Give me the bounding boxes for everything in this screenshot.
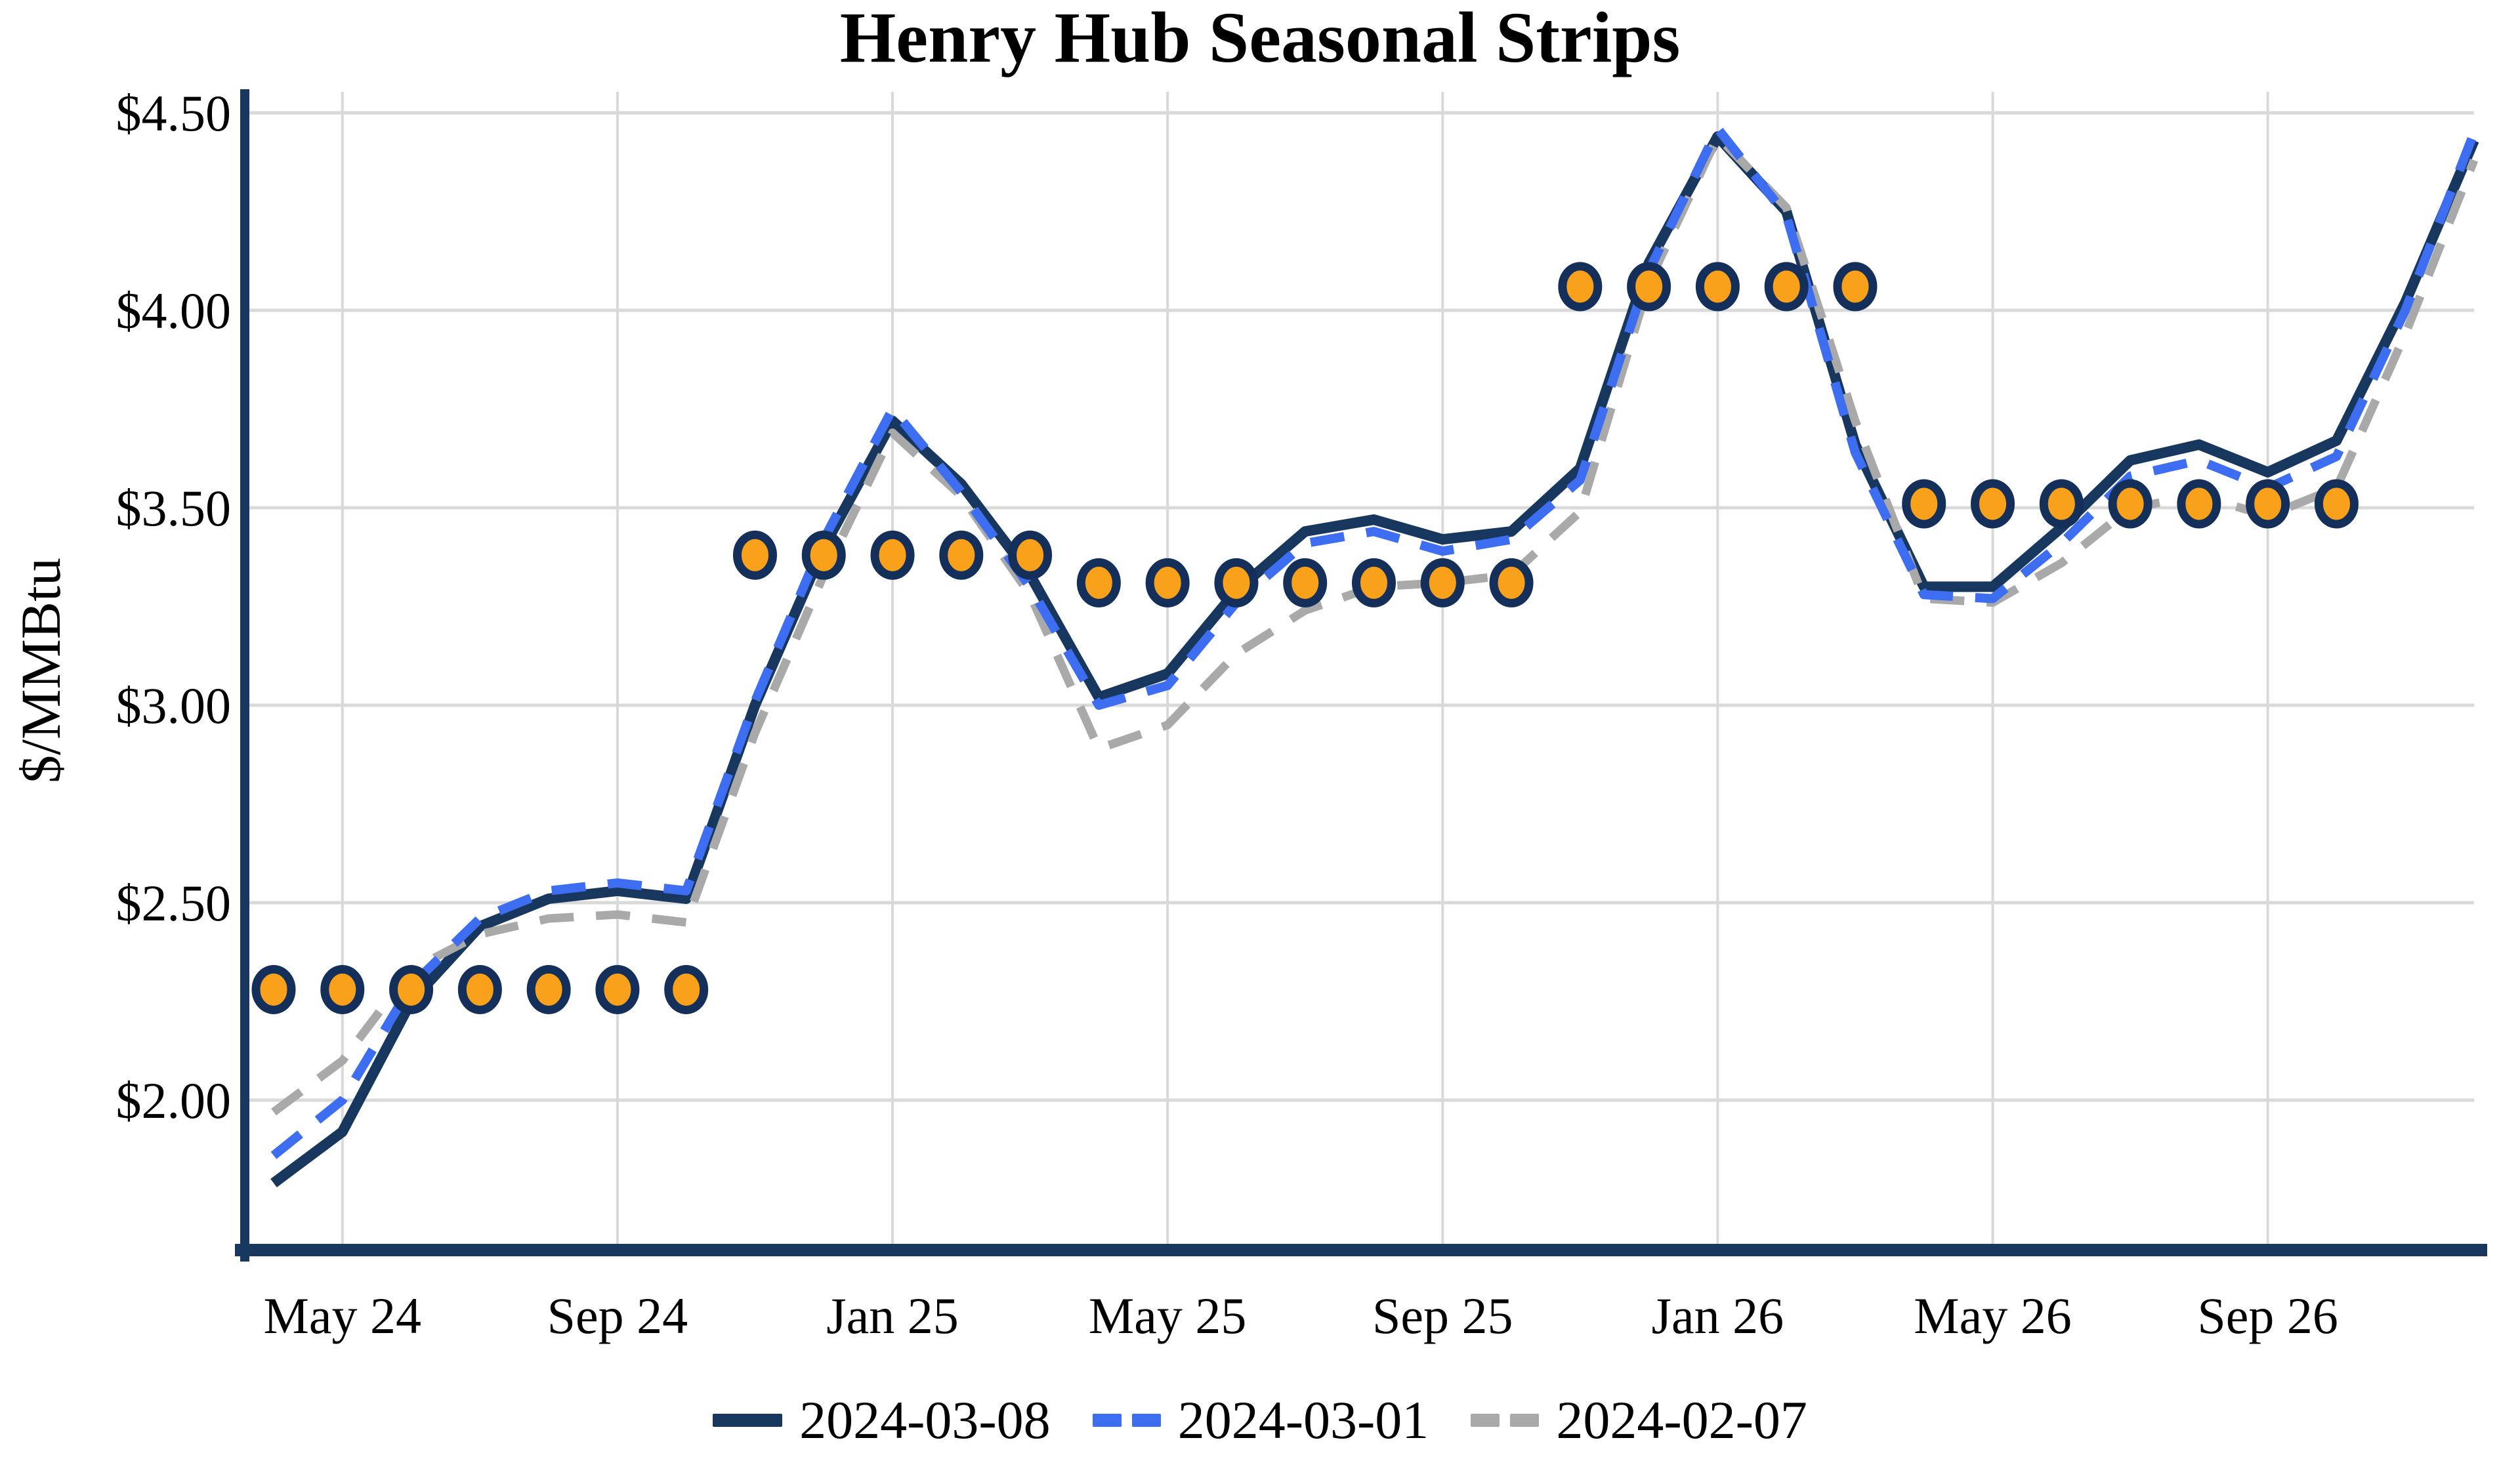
series-line-2024-02-07 xyxy=(271,132,2479,1116)
strip-marker xyxy=(1352,558,1396,607)
series-line-2024-03-08 xyxy=(270,131,2479,1187)
y-tick-label: $3.00 xyxy=(116,677,232,734)
strip-marker xyxy=(320,964,365,1014)
strip-marker xyxy=(251,964,296,1014)
strip-marker xyxy=(1627,262,1671,312)
strip-marker xyxy=(1971,479,2015,529)
x-tick-label: Sep 26 xyxy=(2197,1287,2338,1344)
y-tick-label: $2.00 xyxy=(116,1072,232,1129)
strip-marker xyxy=(1695,262,1740,312)
strip-marker xyxy=(870,530,915,580)
strip-marker xyxy=(2177,479,2221,529)
y-tick-label: $3.50 xyxy=(116,480,232,537)
x-tick-label: May 24 xyxy=(264,1287,421,1344)
strip-marker xyxy=(526,964,571,1014)
strip-marker xyxy=(1558,262,1603,312)
strip-marker xyxy=(1008,530,1053,580)
strip-marker xyxy=(1902,479,1946,529)
strip-marker xyxy=(2246,479,2290,529)
x-tick-label: Sep 24 xyxy=(547,1287,688,1344)
legend-item-2024-02-07: 2024-02-07 xyxy=(1471,1389,1807,1451)
x-tick-label: May 25 xyxy=(1089,1287,1246,1344)
x-tick-label: Jan 26 xyxy=(1652,1287,1784,1344)
strip-marker xyxy=(2039,479,2084,529)
y-tick-label: $2.50 xyxy=(116,874,232,932)
strip-marker xyxy=(2108,479,2152,529)
strip-marker xyxy=(801,530,846,580)
chart-title: Henry Hub Seasonal Strips xyxy=(839,0,1681,77)
strip-marker xyxy=(1833,262,1878,312)
strip-marker xyxy=(1283,558,1328,607)
strip-marker xyxy=(1214,558,1259,607)
legend-item-2024-03-01: 2024-03-01 xyxy=(1092,1389,1429,1451)
legend-swatch-blue-dashed-line xyxy=(1092,1414,1161,1427)
strip-marker xyxy=(457,964,502,1014)
strip-marker xyxy=(595,964,640,1014)
strip-marker xyxy=(1420,558,1465,607)
y-tick-label: $4.00 xyxy=(116,282,232,339)
series-line-2024-03-01 xyxy=(270,124,2479,1159)
strip-marker xyxy=(732,530,777,580)
y-tick-label: $4.50 xyxy=(116,85,232,142)
y-axis-line xyxy=(240,89,249,1262)
strip-marker xyxy=(2314,479,2359,529)
x-tick-label: Sep 25 xyxy=(1372,1287,1513,1344)
legend: 2024-03-08 2024-03-01 2024-02-07 xyxy=(0,1389,2520,1451)
x-tick-label: Jan 25 xyxy=(826,1287,958,1344)
legend-swatch-solid-line xyxy=(713,1414,783,1427)
legend-item-2024-03-08: 2024-03-08 xyxy=(713,1389,1051,1451)
strip-marker xyxy=(939,530,984,580)
legend-swatch-gray-dashed-line xyxy=(1471,1414,1540,1427)
x-axis-line xyxy=(235,1244,2487,1256)
strip-marker xyxy=(1145,558,1190,607)
legend-label: 2024-02-07 xyxy=(1556,1390,1807,1450)
strip-marker xyxy=(1076,558,1121,607)
strip-marker xyxy=(389,964,434,1014)
strip-marker xyxy=(1764,262,1809,312)
legend-label: 2024-03-08 xyxy=(799,1390,1051,1450)
x-tick-label: May 26 xyxy=(1914,1287,2071,1344)
legend-label: 2024-03-01 xyxy=(1177,1390,1429,1450)
strip-marker xyxy=(1489,558,1534,607)
strip-marker xyxy=(664,964,709,1014)
